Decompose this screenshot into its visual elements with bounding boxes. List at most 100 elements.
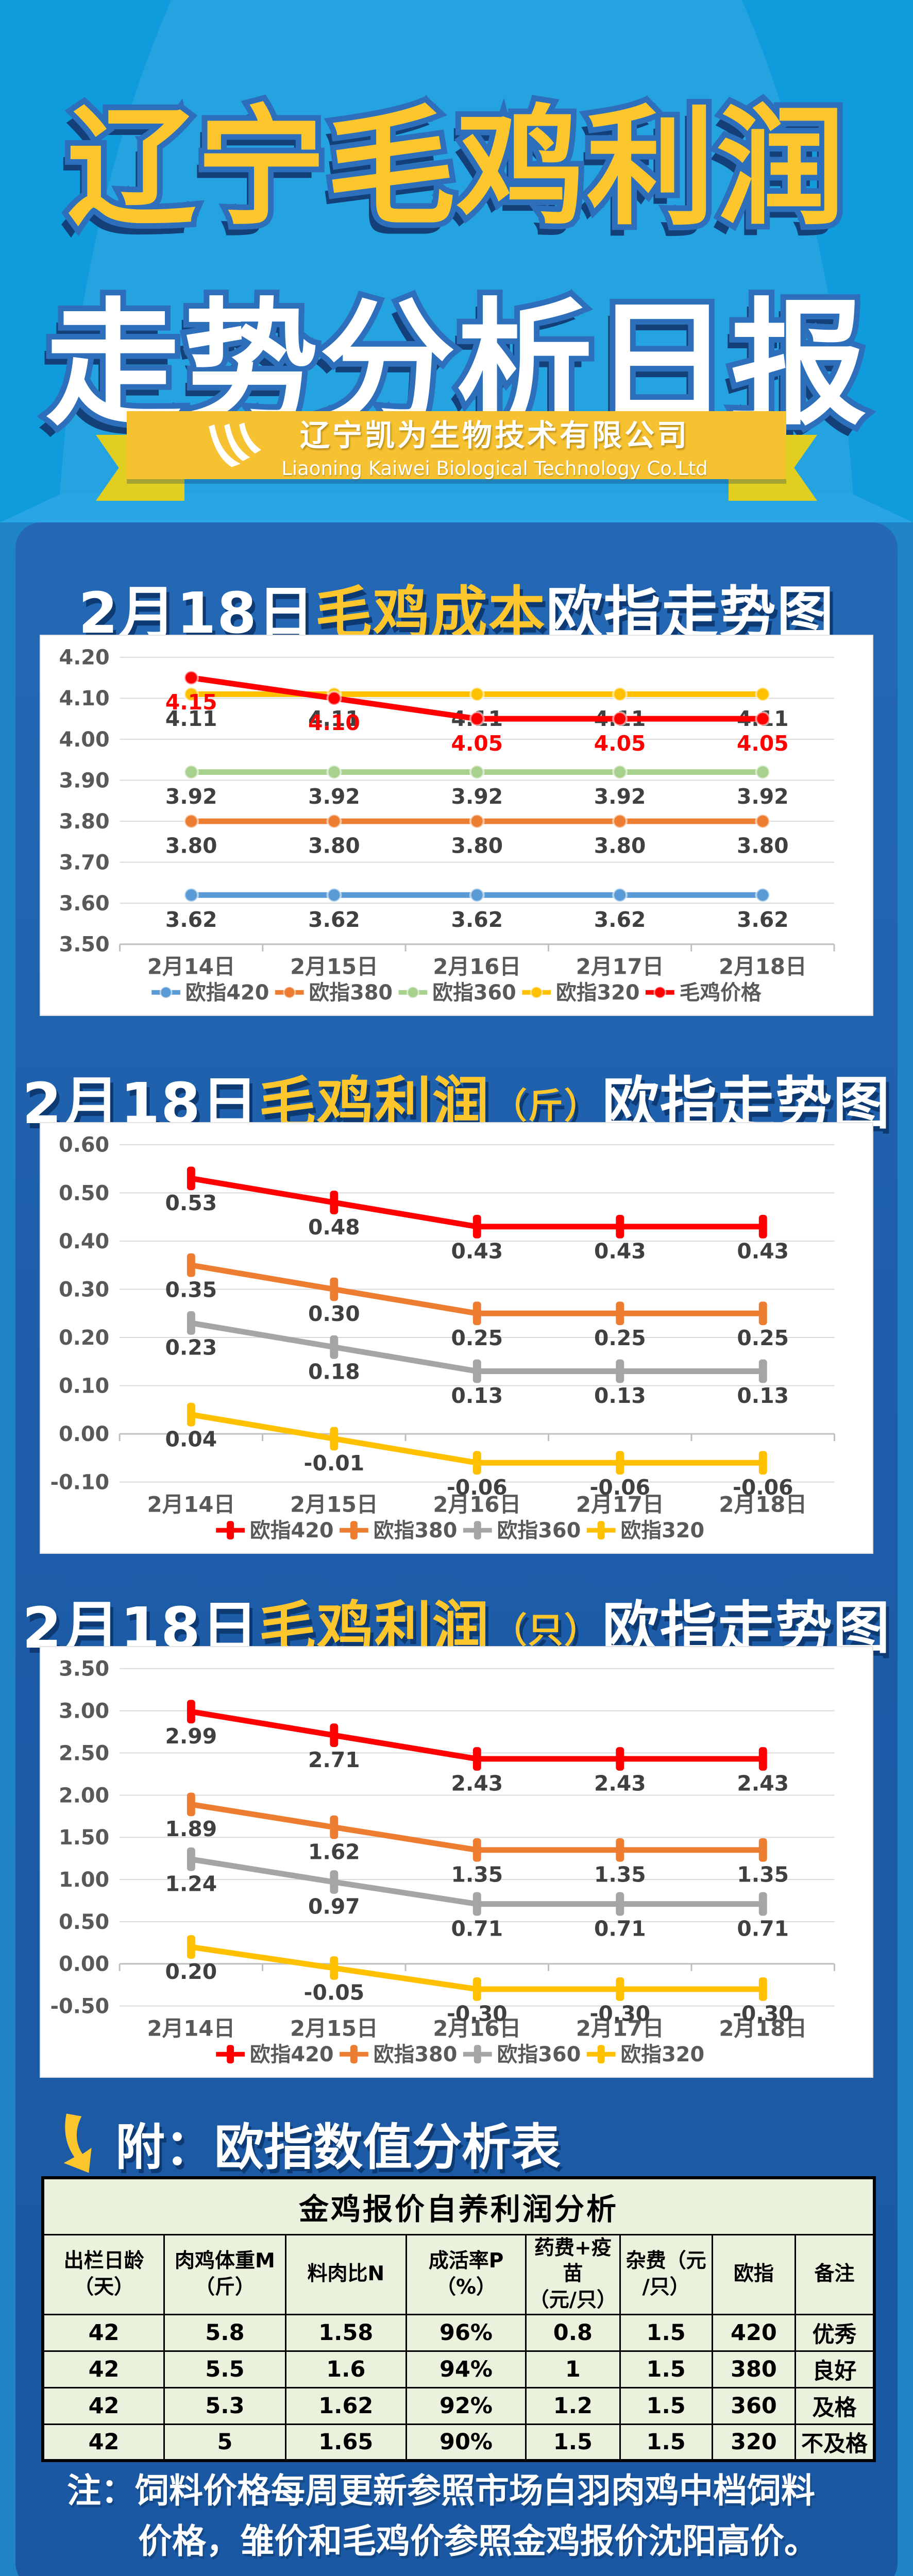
company-name: 辽宁凯为生物技术有限公司 bbox=[299, 417, 689, 453]
title-line-1-outline: 辽宁毛鸡利润 bbox=[61, 87, 851, 248]
svg-text:-0.30: -0.30 bbox=[447, 2002, 508, 2026]
heading-part: （斤） bbox=[492, 1086, 600, 1127]
svg-text:欧指380: 欧指380 bbox=[309, 981, 393, 1005]
svg-text:2.43: 2.43 bbox=[737, 1771, 789, 1796]
table-cell: 0.8 bbox=[525, 2313, 621, 2352]
svg-text:2月15日: 2月15日 bbox=[290, 1492, 378, 1517]
chart-card-profit-per-jin: 0.60 0.50 0.40 0.30 0.20 0.10 0.00 -0.10 2月14日 2月… bbox=[40, 1122, 873, 1554]
svg-text:3.92: 3.92 bbox=[165, 784, 217, 809]
svg-text:1.62: 1.62 bbox=[308, 1839, 360, 1864]
svg-text:3.80: 3.80 bbox=[308, 834, 360, 858]
svg-text:欧指320: 欧指320 bbox=[556, 981, 640, 1005]
svg-text:4.11: 4.11 bbox=[308, 706, 360, 731]
svg-text:4.05: 4.05 bbox=[451, 731, 503, 756]
svg-text:1.35: 1.35 bbox=[594, 1862, 646, 1887]
table-title: 金鸡报价自养利润分析 bbox=[42, 2177, 875, 2235]
table-row: 42 5.8 1.58 96% 0.8 1.5 420 优秀 bbox=[42, 2313, 875, 2352]
company-banner-text: 辽宁凯为生物技术有限公司 Liaoning Kaiwei Biological … bbox=[281, 411, 708, 480]
note-line-1: 注：饲料价格每周更新参照市场白羽肉鸡中档饲料 bbox=[67, 2471, 815, 2511]
profit-per-bird-chart: 3.50 3.00 2.50 2.00 1.50 1.00 0.50 0.00 -0.50 2月1… bbox=[50, 1657, 835, 2066]
svg-text:2月14日: 2月14日 bbox=[147, 954, 235, 979]
svg-text:0.50: 0.50 bbox=[59, 1181, 109, 1205]
company-banner: 辽宁凯为生物技术有限公司 Liaoning Kaiwei Biological … bbox=[96, 411, 817, 501]
svg-text:3.62: 3.62 bbox=[165, 907, 217, 932]
svg-text:3.80: 3.80 bbox=[594, 834, 646, 858]
svg-text:0.25: 0.25 bbox=[737, 1326, 789, 1350]
svg-text:4.05: 4.05 bbox=[594, 731, 646, 756]
svg-text:4.05: 4.05 bbox=[737, 731, 789, 756]
note-line-2: 价格，雏价和毛鸡价参照金鸡报价沈阳高价。 bbox=[138, 2521, 818, 2561]
title-line-1: 辽宁毛鸡利润 辽宁毛鸡利润 bbox=[0, 76, 913, 260]
column-header: 料肉比N bbox=[284, 2233, 407, 2315]
svg-text:欧指320: 欧指320 bbox=[620, 1519, 704, 1543]
content-panel: 2月18日毛鸡成本欧指走势图 4.20 4.10 4.00 3.90 3.80 3.70 3… bbox=[15, 522, 898, 2576]
svg-text:2月17日: 2月17日 bbox=[576, 954, 664, 979]
column-header: 欧指 bbox=[711, 2233, 797, 2315]
analysis-table-wrap: 金鸡报价自养利润分析 出栏日龄 （天） 肉鸡体重M （斤） 料肉比N 成活率P （%）… bbox=[41, 2176, 876, 2463]
svg-text:3.92: 3.92 bbox=[451, 784, 503, 809]
svg-text:欧指360: 欧指360 bbox=[497, 1519, 581, 1543]
svg-text:2月14日: 2月14日 bbox=[147, 2015, 235, 2041]
svg-text:0.25: 0.25 bbox=[594, 1326, 646, 1350]
svg-text:2.43: 2.43 bbox=[451, 1771, 503, 1796]
heading-part: （只） bbox=[492, 1611, 600, 1651]
chart-card-profit-per-bird: 3.50 3.00 2.50 2.00 1.50 1.00 0.50 0.00 -0.50 2月1… bbox=[40, 1646, 873, 2078]
svg-text:0.71: 0.71 bbox=[737, 1916, 789, 1941]
svg-text:3.80: 3.80 bbox=[737, 834, 789, 858]
table-cell: 90% bbox=[405, 2423, 527, 2462]
table-cell: 320 bbox=[711, 2423, 797, 2462]
svg-text:0.30: 0.30 bbox=[59, 1278, 109, 1301]
svg-text:0.50: 0.50 bbox=[59, 1910, 109, 1934]
table-cell: 360 bbox=[711, 2386, 797, 2425]
svg-text:0.00: 0.00 bbox=[59, 1422, 109, 1446]
svg-text:欧指420: 欧指420 bbox=[250, 1519, 334, 1543]
chart-card-cost: 4.20 4.10 4.00 3.90 3.80 3.70 3.60 3.50 2月14日 2月1… bbox=[40, 635, 873, 1016]
title-line-1-text: 辽宁毛鸡利润 bbox=[67, 93, 846, 243]
attach-heading-text: 附：欧指数值分析表 bbox=[115, 2119, 561, 2176]
svg-text:欧指380: 欧指380 bbox=[374, 2043, 458, 2066]
svg-text:欧指420: 欧指420 bbox=[250, 2043, 334, 2066]
svg-text:2.50: 2.50 bbox=[59, 1741, 109, 1765]
svg-text:2月14日: 2月14日 bbox=[147, 1492, 235, 1517]
table-cell: 优秀 bbox=[794, 2313, 875, 2352]
svg-text:2.00: 2.00 bbox=[59, 1784, 109, 1807]
table-cell: 1.58 bbox=[284, 2313, 407, 2352]
table-cell: 42 bbox=[42, 2350, 165, 2388]
svg-text:0.18: 0.18 bbox=[308, 1359, 360, 1384]
table-cell: 1.6 bbox=[284, 2350, 407, 2388]
profit-per-jin-chart: 0.60 0.50 0.40 0.30 0.20 0.10 0.00 -0.10 2月14日 2月… bbox=[50, 1133, 835, 1543]
table-cell: 1.5 bbox=[619, 2350, 713, 2388]
svg-text:0.40: 0.40 bbox=[59, 1230, 109, 1253]
svg-text:2月18日: 2月18日 bbox=[719, 1492, 807, 1517]
svg-text:1.24: 1.24 bbox=[165, 1871, 217, 1896]
svg-text:欧指420: 欧指420 bbox=[185, 981, 269, 1005]
svg-text:0.10: 0.10 bbox=[59, 1374, 109, 1398]
svg-text:3.50: 3.50 bbox=[59, 933, 110, 957]
table-cell: 94% bbox=[405, 2350, 527, 2388]
svg-text:2月18日: 2月18日 bbox=[719, 2015, 807, 2041]
table-row: 42 5.5 1.6 94% 1 1.5 380 良好 bbox=[42, 2350, 875, 2388]
svg-text:3.80: 3.80 bbox=[165, 834, 217, 858]
table-cell: 42 bbox=[42, 2386, 165, 2425]
svg-text:-0.05: -0.05 bbox=[304, 1980, 365, 2005]
svg-text:0.60: 0.60 bbox=[59, 1133, 109, 1157]
table-row: 42 5.3 1.62 92% 1.2 1.5 360 及格 bbox=[42, 2386, 875, 2425]
table-cell: 不及格 bbox=[794, 2423, 875, 2462]
cost-trend-chart: 4.20 4.10 4.00 3.90 3.80 3.70 3.60 3.50 2月14日 2月1… bbox=[59, 646, 835, 1005]
svg-text:欧指320: 欧指320 bbox=[620, 2043, 704, 2066]
company-banner-body: 辽宁凯为生物技术有限公司 Liaoning Kaiwei Biological … bbox=[127, 411, 786, 480]
svg-text:0.13: 0.13 bbox=[451, 1383, 503, 1408]
table-cell: 42 bbox=[42, 2423, 165, 2462]
svg-text:0.43: 0.43 bbox=[451, 1239, 503, 1264]
svg-text:0.35: 0.35 bbox=[165, 1277, 217, 1302]
table-cell: 5 bbox=[163, 2423, 286, 2462]
table-cell: 420 bbox=[711, 2313, 797, 2352]
table-cell: 1.5 bbox=[525, 2423, 621, 2462]
svg-text:3.80: 3.80 bbox=[451, 834, 503, 858]
svg-text:欧指360: 欧指360 bbox=[432, 981, 516, 1005]
svg-text:-0.50: -0.50 bbox=[50, 1995, 110, 2019]
svg-text:0.43: 0.43 bbox=[594, 1239, 646, 1264]
svg-text:2.43: 2.43 bbox=[594, 1771, 646, 1796]
svg-text:0.13: 0.13 bbox=[594, 1383, 646, 1408]
